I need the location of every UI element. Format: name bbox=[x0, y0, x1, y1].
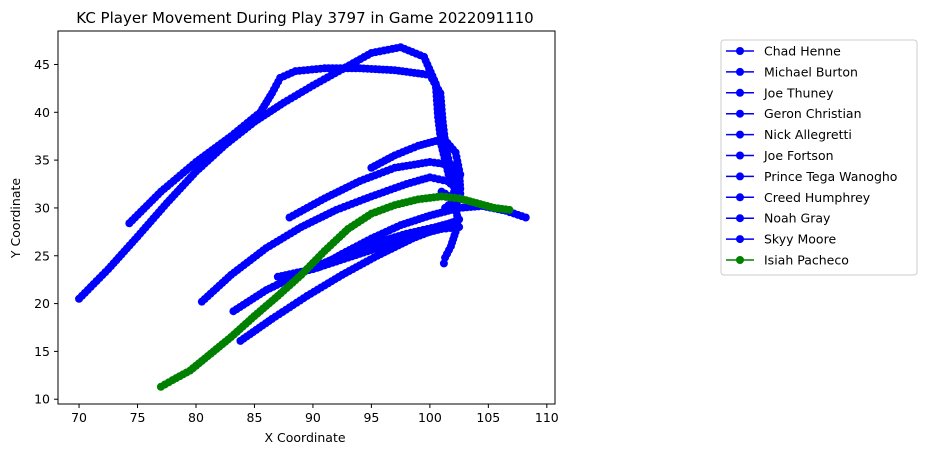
legend-item: Joe Fortson bbox=[726, 148, 834, 163]
data-point bbox=[521, 213, 530, 222]
legend-item: Chad Henne bbox=[726, 44, 841, 59]
x-tick-label: 70 bbox=[71, 410, 87, 425]
legend-marker bbox=[736, 214, 744, 223]
x-tick-label: 110 bbox=[535, 410, 559, 425]
legend-label: Noah Gray bbox=[764, 211, 831, 226]
series-line bbox=[78, 46, 461, 300]
x-tick-label: 85 bbox=[247, 410, 263, 425]
y-tick-label: 30 bbox=[34, 200, 50, 215]
legend: Chad Henne Michael Burton Joe Thuney Geron … bbox=[720, 39, 918, 276]
legend-marker bbox=[736, 193, 744, 202]
legend-item: Joe Thuney bbox=[726, 85, 834, 100]
x-tick-label: 75 bbox=[130, 410, 146, 425]
legend-marker bbox=[736, 256, 744, 264]
legend-marker bbox=[736, 47, 744, 55]
legend-label: Chad Henne bbox=[764, 44, 841, 59]
legend-label: Isiah Pacheco bbox=[764, 253, 849, 268]
y-tick-label: 40 bbox=[34, 105, 50, 120]
x-tick-label: 90 bbox=[305, 410, 321, 425]
legend-marker bbox=[736, 88, 744, 97]
legend-label: Prince Tega Wanogho bbox=[764, 169, 897, 184]
y-tick-label: 35 bbox=[34, 153, 50, 168]
legend-marker bbox=[736, 172, 744, 181]
chart-title: KC Player Movement During Play 3797 in G… bbox=[76, 9, 533, 27]
axis-ticks: 70 75 80 85 90 95 100 105 110 10 15 20 25 30 35 40 45 bbox=[34, 57, 559, 425]
x-tick-label: 100 bbox=[418, 410, 442, 425]
y-tick-label: 25 bbox=[34, 248, 50, 263]
legend-label: Michael Burton bbox=[764, 64, 858, 79]
legend-label: Skyy Moore bbox=[764, 232, 836, 247]
legend-marker bbox=[736, 235, 744, 244]
x-axis-label: X Coordinate bbox=[264, 430, 345, 445]
legend-item: Nick Allegretti bbox=[726, 127, 852, 142]
y-tick-label: 10 bbox=[34, 392, 50, 407]
legend-label: Geron Christian bbox=[764, 106, 862, 121]
plot-frame bbox=[57, 30, 556, 405]
data-point bbox=[455, 223, 464, 232]
series-skyy-moore bbox=[75, 43, 465, 303]
legend-marker bbox=[736, 109, 744, 118]
data-point bbox=[455, 215, 464, 224]
series-isiah-pacheco bbox=[156, 192, 514, 391]
legend-item: Creed Humphrey bbox=[726, 190, 871, 205]
y-axis-label: Y Coordinate bbox=[8, 178, 23, 259]
x-tick-label: 105 bbox=[476, 410, 500, 425]
x-tick-label: 80 bbox=[188, 410, 204, 425]
legend-item: Skyy Moore bbox=[726, 232, 836, 247]
series-michael-burton bbox=[197, 173, 461, 306]
legend-marker bbox=[736, 67, 744, 76]
legend-label: Nick Allegretti bbox=[764, 127, 852, 142]
legend-item: Isiah Pacheco bbox=[726, 253, 849, 268]
legend-label: Creed Humphrey bbox=[764, 190, 871, 205]
legend-frame bbox=[720, 39, 918, 276]
legend-label: Joe Thuney bbox=[763, 85, 834, 100]
y-tick-label: 15 bbox=[34, 344, 50, 359]
legend-item: Geron Christian bbox=[726, 106, 862, 121]
y-tick-label: 20 bbox=[34, 296, 50, 311]
x-tick-label: 95 bbox=[363, 410, 379, 425]
legend-item: Prince Tega Wanogho bbox=[726, 169, 897, 184]
data-point bbox=[505, 205, 514, 214]
legend-item: Noah Gray bbox=[726, 211, 831, 226]
legend-marker bbox=[736, 130, 744, 139]
legend-marker bbox=[736, 151, 744, 160]
y-tick-label: 45 bbox=[34, 57, 50, 72]
legend-label: Joe Fortson bbox=[763, 148, 834, 163]
data-point bbox=[441, 203, 450, 212]
plot-area bbox=[75, 43, 530, 391]
legend-item: Michael Burton bbox=[726, 64, 858, 79]
